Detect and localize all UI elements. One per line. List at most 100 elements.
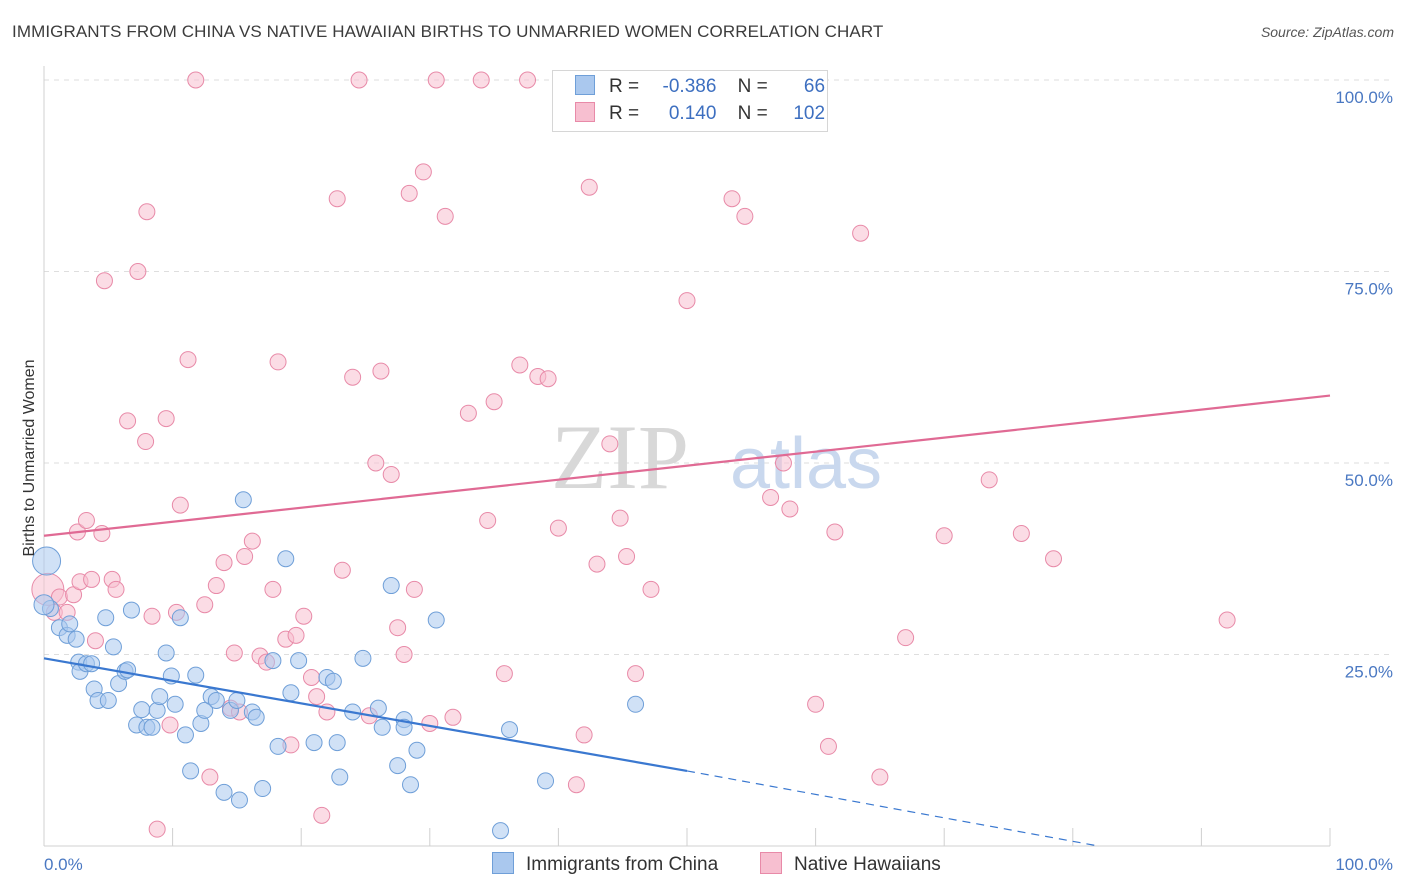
native-hawaiians-point — [86, 632, 104, 650]
immigrants-china-point — [228, 691, 246, 709]
native-hawaiians-point — [77, 511, 95, 529]
immigrants-china-point — [305, 734, 323, 752]
bottom-legend-label-hawaiian: Native Hawaiians — [794, 854, 941, 875]
native-hawaiians-point — [201, 768, 219, 786]
bottom-legend-hawaiian: Native Hawaiians — [760, 852, 941, 876]
immigrants-china-point — [151, 688, 169, 706]
immigrants-china-point — [254, 780, 272, 798]
immigrants-china-point — [83, 655, 101, 673]
immigrants-china-point — [395, 718, 413, 736]
immigrants-china-point — [382, 577, 400, 595]
native-hawaiians-point — [137, 433, 155, 451]
immigrants-china-point — [373, 718, 391, 736]
native-hawaiians-point — [129, 263, 147, 280]
native-hawaiians-point — [225, 644, 243, 662]
native-hawaiians-point — [328, 190, 346, 208]
native-hawaiians-point — [479, 511, 497, 529]
immigrants-china-point — [207, 691, 225, 709]
native-hawaiians-point — [611, 509, 629, 527]
native-hawaiians-point — [196, 596, 214, 614]
immigrants-china-point — [157, 644, 175, 662]
immigrants-china-point — [328, 734, 346, 752]
axes — [43, 66, 1331, 847]
legend-r-value: 0.140 — [668, 103, 717, 124]
native-hawaiians-point — [436, 207, 454, 225]
y-tick-label: 25.0% — [1345, 663, 1393, 682]
native-hawaiians-point — [567, 776, 585, 794]
native-hawaiians-point — [1012, 524, 1030, 542]
native-hawaiians-point — [897, 629, 915, 647]
native-hawaiians-point — [372, 362, 390, 380]
bottom-legend-swatch-china — [492, 852, 514, 874]
native-hawaiians-point — [179, 351, 197, 369]
native-hawaiians-point — [427, 71, 445, 89]
native-hawaiians-point — [143, 607, 161, 625]
immigrants-china-point — [215, 783, 233, 801]
immigrants-china-point — [324, 672, 342, 690]
native-hawaiians-point — [302, 668, 320, 686]
y-tick-label: 50.0% — [1345, 471, 1393, 490]
immigrants-china-point — [133, 701, 151, 719]
y-axis-label: Births to Unmarried Women — [21, 359, 38, 556]
legend-row-hawaiian: R = 0.140 N = 102 — [575, 102, 825, 128]
native-hawaiians-point — [723, 190, 741, 208]
native-hawaiians-point — [519, 71, 537, 89]
immigrants-china-point — [247, 708, 265, 726]
native-hawaiians-point — [207, 577, 225, 595]
native-hawaiians-point — [287, 626, 305, 644]
immigrants-china-point — [166, 695, 184, 713]
native-hawaiians-point — [344, 368, 362, 386]
bottom-legend-china: Immigrants from China — [492, 852, 718, 876]
immigrants-china-point — [104, 638, 122, 656]
native-hawaiians-point — [138, 203, 156, 221]
native-hawaiians-point — [157, 410, 175, 428]
legend: R = -0.386 N = 66 R = 0.140 N = 102 — [552, 70, 828, 132]
immigrants-china-point — [182, 762, 200, 780]
legend-r-label: R = — [609, 103, 640, 124]
immigrants-china-point — [290, 652, 308, 670]
native-hawaiians-point — [83, 570, 101, 588]
native-hawaiians-point — [95, 272, 113, 290]
immigrants-china-point — [143, 718, 161, 736]
native-hawaiians-point — [826, 523, 844, 541]
native-hawaiians-point — [762, 488, 780, 506]
native-hawaiians-point — [367, 454, 385, 472]
native-hawaiians-point — [781, 500, 799, 518]
native-hawaiians-point — [575, 726, 593, 744]
native-hawaiians-point — [549, 519, 567, 537]
series-immigrants-china — [32, 491, 645, 840]
native-hawaiians-point — [308, 688, 326, 706]
native-hawaiians-point — [350, 71, 368, 89]
tick-labels: 25.0% 50.0% 75.0% 100.0% 0.0% 100.0% — [44, 88, 1393, 874]
immigrants-china-point — [264, 652, 282, 670]
immigrants-china-point — [627, 695, 645, 713]
native-hawaiians-point — [807, 695, 825, 713]
immigrants-china-point — [234, 491, 252, 509]
native-hawaiians-point — [171, 496, 189, 514]
native-hawaiians-point — [495, 665, 513, 683]
immigrants-china-point — [32, 546, 62, 576]
immigrants-china-point — [196, 701, 214, 719]
immigrants-china-point — [408, 741, 426, 759]
native-hawaiians-point — [539, 370, 557, 388]
native-hawaiians-point — [601, 435, 619, 453]
watermark-zip: ZIP — [551, 406, 689, 508]
native-hawaiians-point — [414, 163, 432, 181]
immigrants-china-point — [354, 649, 372, 667]
y-tick-label: 75.0% — [1345, 280, 1393, 299]
native-hawaiians-point — [642, 580, 660, 598]
chart-title: IMMIGRANTS FROM CHINA VS NATIVE HAWAIIAN… — [12, 22, 884, 41]
immigrants-china-point — [122, 601, 140, 619]
bottom-legend-label-china: Immigrants from China — [526, 854, 719, 875]
native-hawaiians-point — [678, 292, 696, 310]
immigrants-china-point — [369, 699, 387, 717]
immigrants-china-point — [97, 609, 115, 627]
native-hawaiians-point — [736, 207, 754, 225]
legend-n-label: N = — [737, 103, 768, 124]
native-hawaiians-point — [264, 580, 282, 598]
native-hawaiians-point — [107, 580, 125, 598]
immigrants-china-point — [492, 822, 510, 840]
immigrants-china-point — [402, 776, 420, 794]
source-label: Source: ZipAtlas.com — [1260, 24, 1394, 40]
